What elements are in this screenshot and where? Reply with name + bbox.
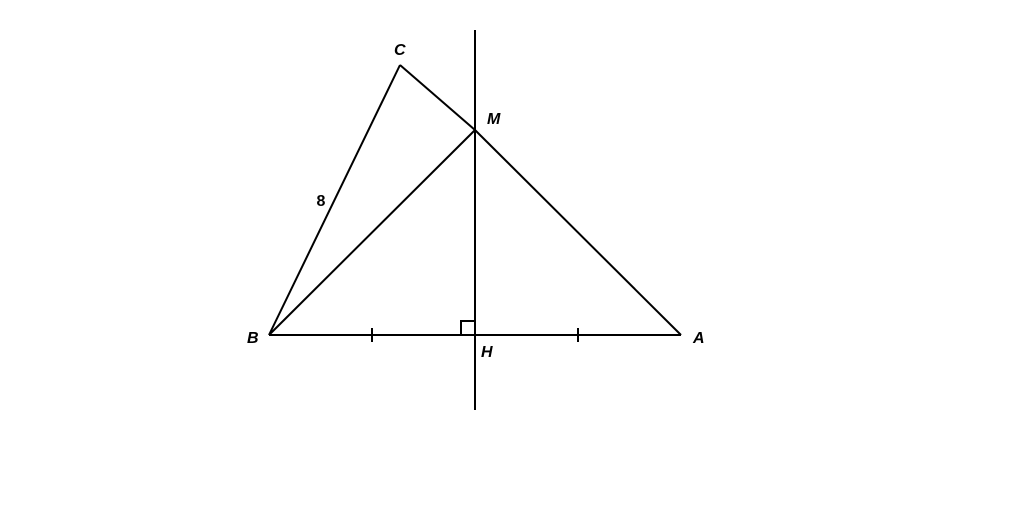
right-angle-marker [461, 321, 475, 335]
segment-MA [475, 130, 681, 335]
label-C: C [394, 42, 406, 59]
lines-layer [269, 30, 681, 410]
label-B: B [247, 330, 259, 347]
segment-CM [400, 65, 475, 130]
segment-BM [269, 130, 475, 335]
segment-BC [269, 65, 400, 335]
geometry-diagram: C M B H A 8 [0, 0, 1017, 520]
label-A: A [692, 330, 705, 347]
edge-label-BC: 8 [317, 193, 326, 210]
label-H: H [481, 344, 493, 361]
label-M: M [487, 111, 501, 128]
